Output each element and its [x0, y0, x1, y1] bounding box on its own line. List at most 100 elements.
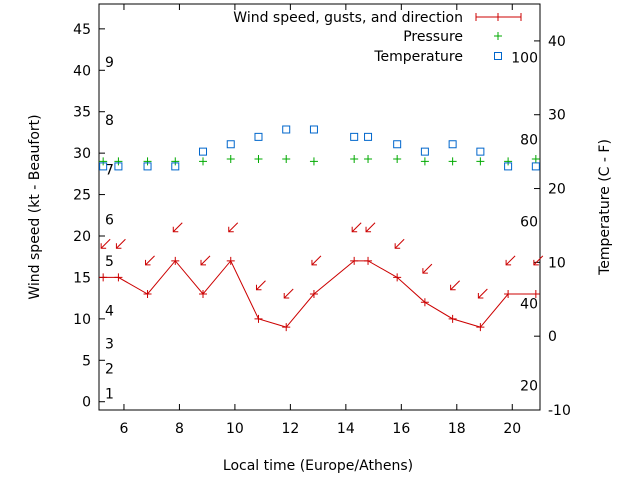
wind-speed-point: [531, 290, 540, 298]
temperature-point: [143, 162, 152, 171]
wind-direction-arrow-head: [255, 284, 262, 291]
wind-speed-point: [350, 256, 359, 265]
fahrenheit-label: 60: [520, 214, 538, 230]
wind-speed-point: [226, 256, 235, 265]
pressure-point: [448, 157, 457, 166]
wind-direction-arrow-shaft: [533, 255, 544, 266]
axis-ticks: [99, 4, 540, 411]
wind-direction-arrow-shaft: [478, 288, 488, 299]
y2-axis-label: Temperature (C - F): [597, 139, 613, 276]
beaufort-label: 6: [105, 212, 114, 228]
fahrenheit-label: 80: [520, 132, 538, 148]
wind-direction-arrow-shaft: [505, 255, 516, 266]
pressure-point: [226, 154, 235, 163]
wind-speed-point: [114, 273, 123, 282]
wind-speed-point: [171, 256, 180, 265]
wind-direction-arrow: [115, 238, 126, 249]
wind-direction-arrow-shaft: [283, 288, 294, 299]
beaufort-label: 9: [105, 55, 114, 71]
wind-speed-point: [99, 273, 108, 282]
temperature-point: [504, 162, 513, 171]
x-tick-label: 18: [448, 421, 466, 437]
wind-direction-arrow: [311, 255, 322, 266]
wind-direction-arrow-head: [477, 293, 484, 299]
pressure-point: [114, 157, 123, 166]
temperature-point: [254, 132, 263, 141]
temperature-point: [420, 147, 429, 156]
wind-direction-arrow-head: [311, 259, 317, 266]
beaufort-label: 7: [105, 163, 114, 179]
x-tick-label: 14: [337, 421, 355, 437]
wind-direction-arrow: [450, 280, 460, 291]
pressure-point: [350, 154, 359, 163]
x-tick-label: 10: [226, 421, 244, 437]
temperature-point: [199, 147, 208, 156]
y-tick-label: 25: [73, 188, 91, 204]
pressure-point: [504, 157, 513, 166]
beaufort-label: 3: [105, 337, 114, 353]
temperature-point: [364, 132, 373, 141]
y2-tick-label: -10: [548, 403, 571, 419]
pressure-point: [99, 157, 108, 166]
wind-direction-arrow-head: [450, 284, 456, 291]
wind-speed-point: [504, 290, 513, 298]
legend: Wind speed, gusts, and direction Pressur…: [233, 10, 522, 65]
wind-direction-arrow-shaft: [422, 263, 433, 274]
wind-direction-arrow-shaft: [311, 255, 322, 266]
wind-direction-arrow: [477, 288, 488, 299]
wind-direction-arrow-head: [145, 259, 151, 266]
temperature-point: [476, 147, 485, 156]
chart-marks: [99, 125, 544, 332]
y-tick-label: 35: [73, 105, 91, 121]
wind-direction-arrow: [172, 222, 183, 233]
wind-speed-point: [254, 314, 263, 323]
wind-speed-point: [199, 290, 208, 298]
fahrenheit-label: 20: [520, 378, 538, 394]
wind-direction-arrow-shaft: [200, 255, 211, 266]
wind-direction-arrow-head: [228, 226, 234, 233]
y2-tick-label: 10: [548, 255, 566, 271]
y2-tick-label: 30: [548, 108, 566, 124]
temperature-point: [99, 162, 108, 171]
y2-tick-label: 20: [548, 182, 566, 198]
wind-speed-point: [143, 290, 152, 298]
wind-direction-arrow: [533, 255, 544, 266]
plot-frame: [98, 3, 541, 411]
pressure-point: [282, 154, 291, 163]
wind-speed-point: [393, 273, 402, 282]
wind-direction-arrow-head: [351, 226, 358, 233]
beaufort-label: 5: [105, 254, 114, 270]
tick-labels: 6 8 10 12 14 16 18 20051015202530354045-1001020…: [73, 22, 571, 437]
wind-direction-arrow: [200, 255, 211, 266]
wind-direction-arrow-shaft: [145, 255, 155, 266]
y-tick-label: 30: [73, 146, 91, 162]
legend-swatch-temperature: [494, 52, 502, 60]
pressure-point: [171, 157, 180, 166]
wind-direction-arrow: [255, 280, 266, 291]
pressure-point: [199, 157, 208, 166]
x-tick-label: 8: [175, 421, 184, 437]
y-tick-label: 45: [73, 22, 91, 38]
x-tick-label: 20: [503, 421, 521, 437]
wind-direction-arrow-shaft: [116, 238, 126, 249]
temperature-point: [448, 140, 457, 149]
x-axis-label: Local time (Europe/Athens): [223, 458, 413, 474]
wind-direction-arrow-head: [283, 293, 290, 299]
temperature-point: [350, 132, 359, 141]
legend-swatch-pressure: [494, 32, 502, 40]
x-tick-label: 16: [392, 421, 410, 437]
legend-label-wind: Wind speed, gusts, and direction: [233, 10, 463, 26]
temperature-point: [309, 125, 318, 134]
pressure-point: [143, 157, 152, 166]
y2-tick-label: 40: [548, 34, 566, 50]
wind-direction-arrow-shaft: [365, 222, 376, 233]
wind-direction-arrow-shaft: [450, 280, 460, 291]
wind-direction-arrow-head: [365, 226, 372, 233]
pressure-point: [309, 157, 318, 166]
temperature-point: [171, 162, 180, 171]
wind-direction-arrow: [228, 222, 239, 233]
wind-speed-point: [364, 256, 373, 265]
wind-speed-point: [309, 290, 318, 298]
wind-speed-point: [448, 314, 457, 323]
